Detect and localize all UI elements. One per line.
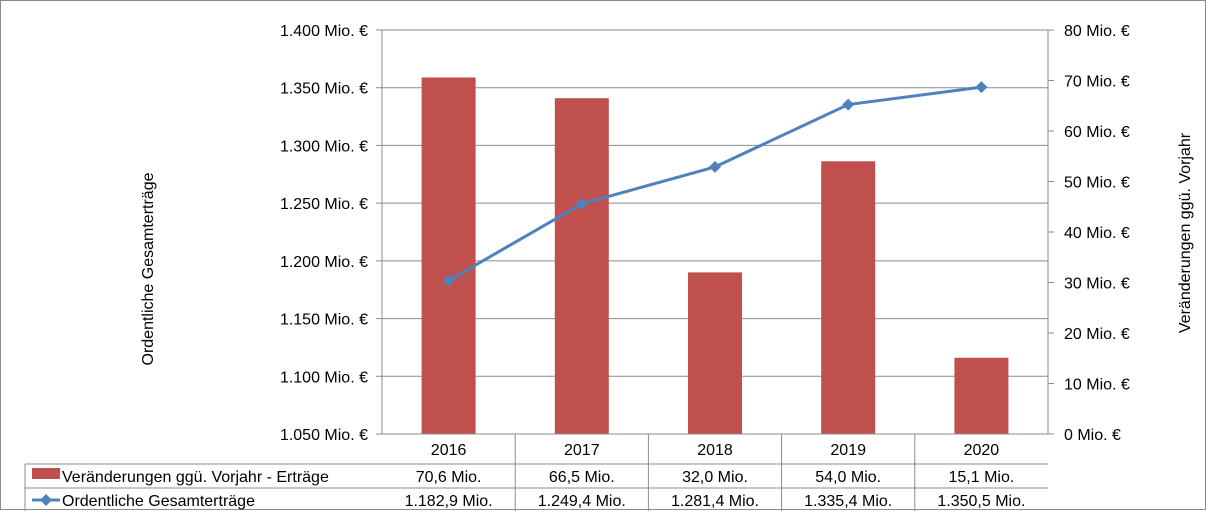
bar [421, 77, 476, 434]
bar [554, 98, 609, 435]
data-label: 66,5 Mio. [549, 469, 615, 486]
data-label: 32,0 Mio. [682, 469, 748, 486]
series-line [447, 85, 982, 282]
left-tick-label: 1.300 Mio. € [280, 138, 368, 155]
right-tick-label: 50 Mio. € [1064, 175, 1130, 192]
category-label: 2019 [830, 442, 866, 459]
left-tick-label: 1.350 Mio. € [280, 81, 368, 98]
left-tick-label: 1.200 Mio. € [280, 254, 368, 271]
left-tick-label: 1.100 Mio. € [280, 369, 368, 386]
left-tick-label: 1.250 Mio. € [280, 196, 368, 213]
legend-label: Veränderungen ggü. Vorjahr - Erträge [62, 469, 329, 486]
data-label: 1.350,5 Mio. [937, 493, 1025, 510]
left-axis-title: Ordentliche Gesamterträge [140, 172, 157, 365]
bar [954, 357, 1009, 434]
right-tick-label: 70 Mio. € [1064, 74, 1130, 91]
right-tick-label: 40 Mio. € [1064, 225, 1130, 242]
line-marker [842, 98, 855, 111]
line-marker [975, 81, 988, 94]
right-axis-title: Veränderungen ggü. Vorjahr [1177, 132, 1194, 333]
left-tick-label: 1.150 Mio. € [280, 312, 368, 329]
category-label: 2016 [431, 442, 467, 459]
legend-bar-key [32, 468, 60, 479]
legend-label: Ordentliche Gesamterträge [62, 493, 255, 510]
legend-marker-key [40, 494, 52, 506]
category-label: 2020 [964, 442, 1000, 459]
data-label: 54,0 Mio. [815, 469, 881, 486]
right-tick-label: 10 Mio. € [1064, 377, 1130, 394]
bar [688, 272, 742, 434]
right-tick-label: 0 Mio. € [1064, 427, 1121, 444]
data-label: 1.281,4 Mio. [671, 493, 759, 510]
data-label: 1.335,4 Mio. [804, 493, 892, 510]
data-label: 1.249,4 Mio. [538, 493, 626, 510]
category-label: 2018 [697, 442, 733, 459]
line-marker [709, 160, 721, 173]
line-marker [575, 197, 588, 210]
right-tick-label: 80 Mio. € [1064, 23, 1130, 40]
line-marker [442, 274, 455, 287]
data-label: 1.182,9 Mio. [405, 493, 493, 510]
category-label: 2017 [564, 442, 600, 459]
left-tick-label: 1.400 Mio. € [280, 23, 368, 40]
right-tick-label: 30 Mio. € [1064, 276, 1130, 293]
bar [821, 161, 876, 435]
right-tick-label: 20 Mio. € [1064, 326, 1130, 343]
left-tick-label: 1.050 Mio. € [280, 427, 368, 444]
data-label: 70,6 Mio. [416, 469, 482, 486]
right-tick-label: 60 Mio. € [1064, 124, 1130, 141]
data-label: 15,1 Mio. [948, 469, 1014, 486]
